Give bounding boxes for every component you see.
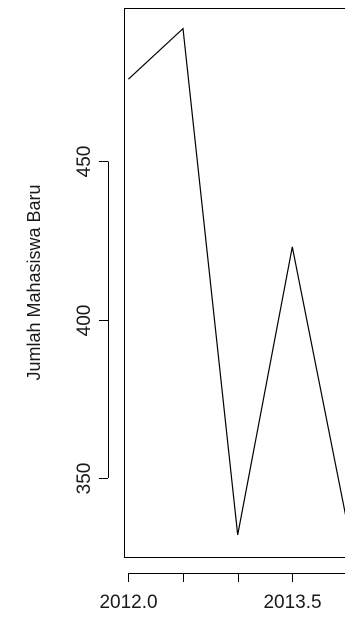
x-tick-label: 2013.5 (263, 592, 321, 613)
x-axis: 2012.0 2013.5 (99, 573, 345, 613)
y-tick-label: 350 (74, 463, 95, 495)
series-layer (127, 27, 345, 536)
y-axis: 350 400 450 (74, 146, 109, 495)
y-axis-title: Jumlah Mahasiswa Baru (24, 184, 44, 380)
plot-frame (124, 8, 345, 558)
x-tick-label: 2012.0 (99, 592, 157, 613)
y-tick-label: 400 (74, 305, 95, 337)
series-line-0 (127, 27, 345, 536)
y-tick-label: 450 (74, 146, 95, 178)
